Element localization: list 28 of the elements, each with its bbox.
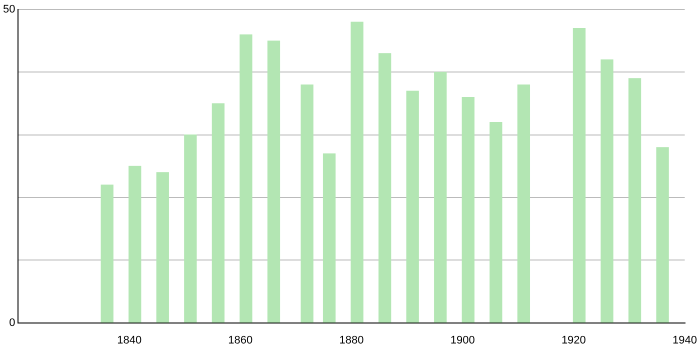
- bar: [572, 28, 586, 323]
- bar: [490, 122, 502, 323]
- bar: [212, 103, 225, 323]
- bar: [434, 72, 447, 323]
- bar: [350, 22, 364, 323]
- bar: [300, 84, 314, 323]
- x-tick-label: 1880: [339, 334, 364, 346]
- bar: [517, 84, 530, 323]
- bar: [128, 166, 142, 323]
- bar: [628, 78, 642, 323]
- x-tick-label: 1920: [561, 334, 586, 346]
- bar: [406, 90, 419, 323]
- bar: [156, 172, 169, 323]
- bar: [600, 59, 614, 323]
- bar: [378, 53, 392, 323]
- x-tick-label: 1940: [672, 334, 698, 346]
- bar: [656, 147, 669, 323]
- y-tick-label: 0: [9, 316, 16, 329]
- bar: [322, 153, 336, 323]
- x-tick-label: 1840: [117, 334, 142, 346]
- bar: [462, 96, 474, 323]
- bar: [240, 34, 252, 323]
- bar: [184, 134, 197, 323]
- y-tick-label: 50: [2, 4, 16, 16]
- bar: [100, 184, 114, 323]
- x-tick-label: 1900: [450, 334, 475, 346]
- x-tick-label: 1860: [228, 334, 253, 346]
- bar: [267, 40, 280, 323]
